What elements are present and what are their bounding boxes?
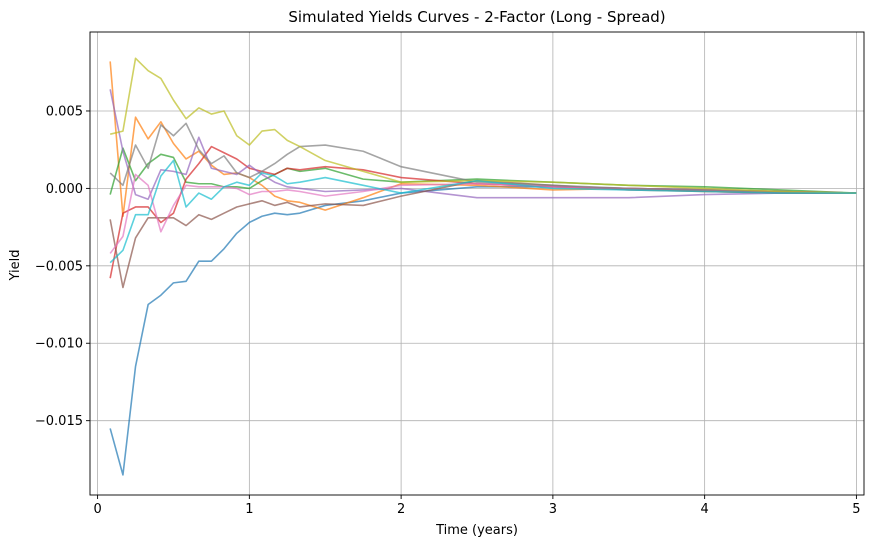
y-tick-label: 0.000 xyxy=(46,182,83,197)
x-tick-label: 4 xyxy=(701,502,709,517)
series-line-4 xyxy=(109,145,857,279)
series-line-10 xyxy=(109,159,857,264)
series-line-2 xyxy=(109,61,857,218)
y-tick-label: −0.005 xyxy=(35,259,83,274)
plot-frame xyxy=(89,31,865,496)
y-tick-label: 0.005 xyxy=(46,104,83,119)
x-tick-label: 0 xyxy=(93,502,101,517)
series-line-7 xyxy=(109,173,857,254)
x-tick-label: 5 xyxy=(852,502,860,517)
x-tick-label: 2 xyxy=(397,502,405,517)
series-lines xyxy=(109,57,857,476)
x-tick-label: 1 xyxy=(245,502,253,517)
x-axis-title: Time (years) xyxy=(435,523,518,538)
series-line-8 xyxy=(109,122,857,194)
chart-title: Simulated Yields Curves - 2-Factor (Long… xyxy=(288,8,665,26)
series-line-1 xyxy=(109,186,857,476)
series-line-9 xyxy=(109,57,857,194)
y-tick-label: −0.010 xyxy=(35,337,83,352)
series-line-5 xyxy=(109,89,857,201)
y-axis-title: Yield xyxy=(8,250,23,282)
grid xyxy=(90,32,864,495)
axes: 0 1 2 3 4 5 −0.015 −0.010 −0.005 0.000 0.005 xyxy=(35,31,865,517)
series-line-6 xyxy=(109,179,857,289)
x-tick-label: 3 xyxy=(549,502,557,517)
y-tick-label: −0.015 xyxy=(35,414,83,429)
